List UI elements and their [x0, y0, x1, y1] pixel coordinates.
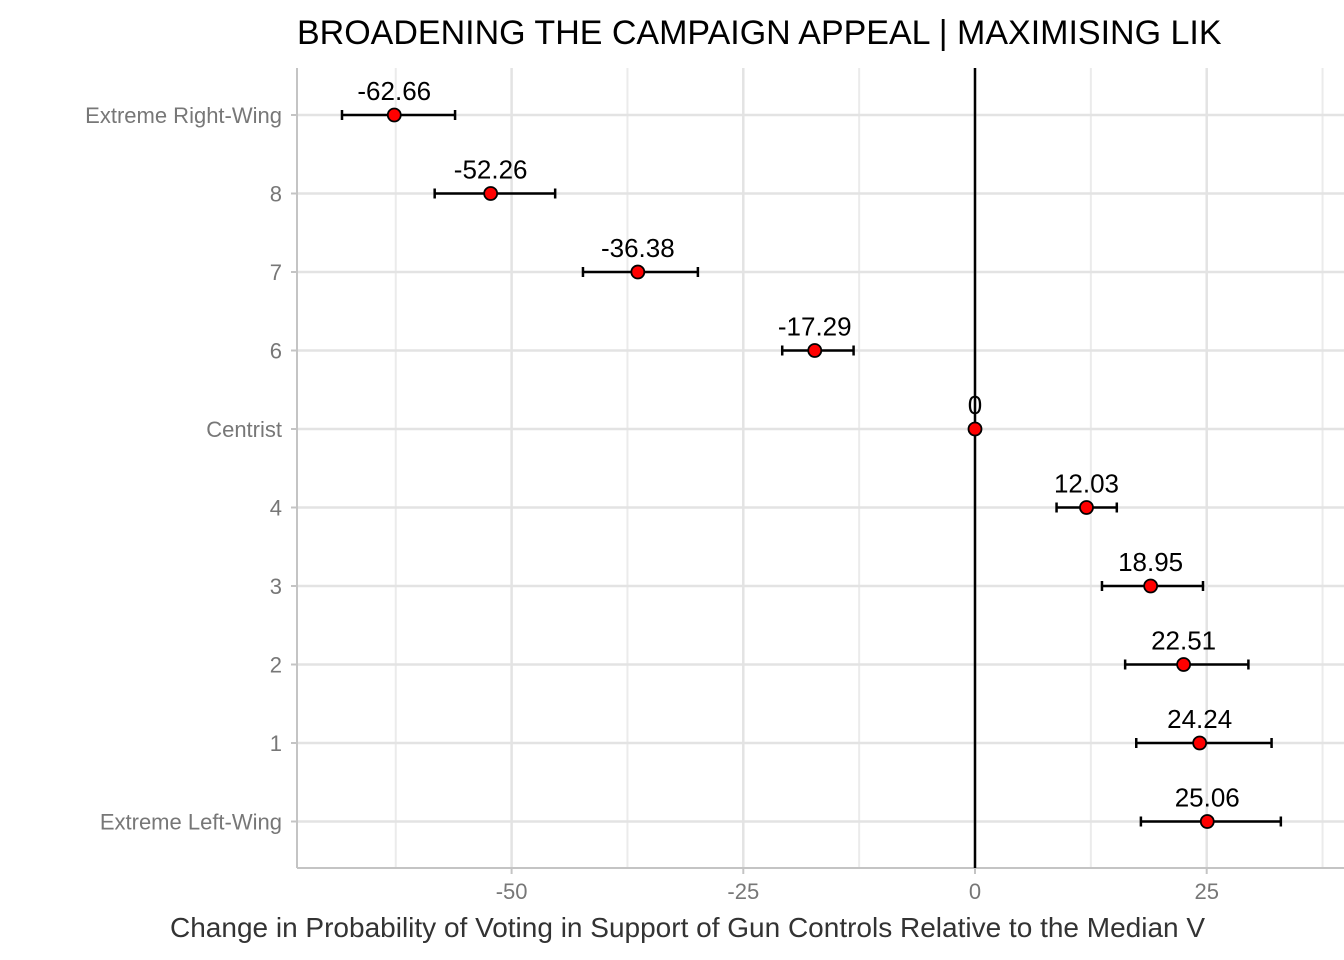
data-label: 24.24	[1167, 704, 1232, 734]
x-axis-label: Change in Probability of Voting in Suppo…	[170, 912, 1205, 943]
y-tick-label: Extreme Left-Wing	[100, 810, 282, 835]
y-tick-label: 3	[270, 574, 282, 599]
data-label: 18.95	[1118, 547, 1183, 577]
data-label: -62.66	[357, 76, 431, 106]
data-point	[967, 421, 983, 437]
data-label: 12.03	[1054, 469, 1119, 499]
data-label: 0	[968, 390, 982, 420]
data-marks: -62.66 -52.26 -36.38 -17.29 0 12.03 18.95 22.51…	[340, 76, 1283, 829]
data-point	[807, 343, 823, 358]
data-point	[483, 186, 499, 201]
data-point	[630, 264, 646, 280]
y-tick-label: Extreme Right-Wing	[85, 103, 282, 128]
data-point	[1192, 735, 1208, 751]
x-tick-label: 25	[1194, 879, 1218, 904]
data-point	[1176, 657, 1192, 672]
data-label: 25.06	[1175, 783, 1240, 813]
x-tick-label: 0	[969, 879, 981, 904]
y-tick-label: 2	[270, 653, 282, 678]
y-tick-label: 1	[270, 731, 282, 756]
data-label: 22.51	[1151, 626, 1216, 656]
data-point	[386, 107, 402, 123]
axes: -50 -25 0 25 Extreme Right-Wing 8 7 6 Centrist 4 3…	[85, 68, 1344, 904]
data-point	[1199, 814, 1215, 829]
data-label: -52.26	[454, 155, 528, 185]
chart-title: BROADENING THE CAMPAIGN APPEAL | MAXIMIS…	[297, 14, 1222, 52]
y-tick-label: 8	[270, 182, 282, 207]
gridlines	[297, 68, 1344, 868]
y-tick-label: Centrist	[206, 417, 282, 442]
x-tick-label: -50	[496, 879, 528, 904]
y-tick-label: 6	[270, 339, 282, 364]
y-tick-label: 4	[270, 496, 282, 521]
data-point	[1143, 578, 1159, 594]
x-tick-label: -25	[727, 879, 759, 904]
data-label: -36.38	[601, 233, 675, 263]
data-label: -17.29	[778, 312, 852, 342]
y-tick-label: 7	[270, 260, 282, 285]
data-point	[1079, 500, 1094, 515]
